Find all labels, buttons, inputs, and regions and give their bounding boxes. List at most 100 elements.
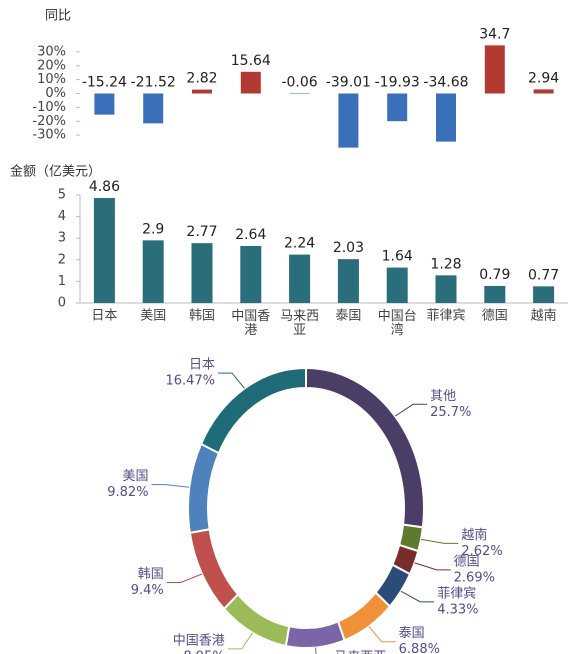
slice-label: 其他 bbox=[430, 389, 456, 404]
slice-value: 16.47% bbox=[165, 374, 215, 389]
value-label: 2.64 bbox=[235, 227, 266, 243]
leader-line bbox=[166, 573, 203, 583]
value-label: 2.77 bbox=[186, 224, 217, 240]
bar bbox=[93, 198, 115, 303]
leader-line bbox=[400, 590, 435, 603]
x-tick-label: 日本 bbox=[91, 309, 117, 324]
x-tick-label: 美国 bbox=[140, 309, 166, 324]
bar bbox=[386, 267, 408, 303]
bar bbox=[533, 286, 555, 303]
leader-line bbox=[151, 484, 190, 488]
bar bbox=[142, 240, 164, 303]
slice-value: 2.69% bbox=[454, 570, 495, 585]
slice-value: 4.33% bbox=[437, 602, 478, 617]
value-label: -21.52 bbox=[131, 75, 176, 91]
bar bbox=[435, 275, 457, 303]
bar bbox=[192, 89, 212, 94]
bar bbox=[436, 93, 456, 142]
x-tick-label: 越南 bbox=[531, 308, 557, 324]
donut-segment bbox=[187, 442, 221, 534]
y-tick-label: -20% bbox=[32, 114, 66, 129]
value-label: -34.68 bbox=[423, 75, 468, 91]
value-label: -19.93 bbox=[375, 75, 420, 91]
y-tick-label: 30% bbox=[37, 44, 66, 59]
value-label: -0.06 bbox=[281, 75, 317, 91]
leader-line bbox=[420, 538, 459, 544]
slice-value: 25.7% bbox=[430, 405, 471, 420]
value-label: 2.03 bbox=[333, 240, 364, 256]
value-label: 2.9 bbox=[142, 221, 164, 237]
slice-label: 中国香港 bbox=[173, 633, 225, 648]
x-tick-label: 中国台湾 bbox=[378, 309, 417, 338]
donut-segment bbox=[199, 366, 307, 455]
slice-label: 菲律宾 bbox=[437, 585, 476, 601]
slice-value: 9.4% bbox=[131, 583, 164, 598]
y-tick-label: 0 bbox=[58, 296, 66, 311]
slice-value: 8.95% bbox=[183, 649, 224, 654]
bar bbox=[240, 245, 262, 303]
donut-segment bbox=[305, 366, 425, 529]
chart-title: 金额（亿美元） bbox=[10, 164, 101, 180]
value-label: 1.64 bbox=[382, 249, 413, 265]
y-tick-label: 0% bbox=[45, 86, 66, 101]
bar bbox=[240, 71, 261, 94]
chart-title: 同比 bbox=[45, 9, 71, 24]
leader-line bbox=[218, 372, 245, 389]
value-label: 1.28 bbox=[430, 256, 461, 272]
y-tick-label: 2 bbox=[58, 252, 66, 267]
slice-label: 韩国 bbox=[138, 567, 164, 582]
leader-line bbox=[394, 403, 428, 417]
slice-label: 日本 bbox=[189, 358, 215, 373]
slice-label: 泰国 bbox=[399, 626, 425, 641]
bar bbox=[338, 93, 359, 148]
donut-segment bbox=[336, 590, 392, 642]
bar bbox=[143, 93, 164, 124]
value-label: 0.77 bbox=[528, 267, 559, 283]
bar bbox=[387, 93, 408, 122]
slice-label: 美国 bbox=[123, 469, 149, 484]
leader-line bbox=[314, 647, 317, 654]
slice-label: 马来西亚 bbox=[334, 650, 386, 654]
slice-value: 6.88% bbox=[399, 642, 440, 654]
leader-line bbox=[414, 562, 451, 571]
value-label: -39.01 bbox=[326, 75, 371, 91]
slice-label: 德国 bbox=[454, 554, 480, 569]
value-label: 2.94 bbox=[528, 70, 559, 86]
value-label: 2.24 bbox=[284, 236, 315, 252]
bar bbox=[337, 259, 359, 303]
y-tick-label: 4 bbox=[58, 209, 66, 224]
x-tick-label: 韩国 bbox=[189, 309, 215, 324]
value-label: 15.64 bbox=[231, 53, 271, 69]
value-label: 2.82 bbox=[186, 71, 217, 87]
y-tick-label: -10% bbox=[32, 100, 66, 115]
donut-segment bbox=[188, 528, 240, 611]
bar bbox=[289, 93, 310, 94]
bar bbox=[484, 285, 506, 303]
slice-value: 9.82% bbox=[107, 485, 148, 500]
donut-segment bbox=[222, 592, 291, 648]
y-tick-label: 5 bbox=[58, 188, 66, 203]
slice-label: 越南 bbox=[461, 527, 487, 543]
value-label: 4.86 bbox=[89, 179, 120, 195]
bar bbox=[533, 89, 554, 94]
leader-line bbox=[368, 626, 396, 643]
x-tick-label: 泰国 bbox=[335, 309, 361, 324]
value-label: 0.79 bbox=[479, 267, 510, 283]
leader-line bbox=[227, 632, 254, 650]
value-label: 34.7 bbox=[479, 26, 510, 42]
y-tick-label: -30% bbox=[32, 128, 66, 143]
y-tick-label: 10% bbox=[37, 72, 66, 87]
y-tick-label: 3 bbox=[58, 231, 66, 246]
bar bbox=[94, 93, 115, 115]
bar bbox=[289, 254, 311, 303]
slice-value: 2.62% bbox=[461, 544, 502, 559]
value-label: -15.24 bbox=[82, 75, 127, 91]
y-tick-label: 20% bbox=[37, 58, 66, 73]
y-tick-label: 1 bbox=[58, 274, 66, 289]
x-tick-label: 马来西亚 bbox=[280, 309, 319, 338]
x-tick-label: 中国香港 bbox=[231, 309, 270, 338]
bar bbox=[191, 243, 213, 303]
bar bbox=[484, 45, 505, 94]
x-tick-label: 菲律宾 bbox=[426, 308, 465, 324]
